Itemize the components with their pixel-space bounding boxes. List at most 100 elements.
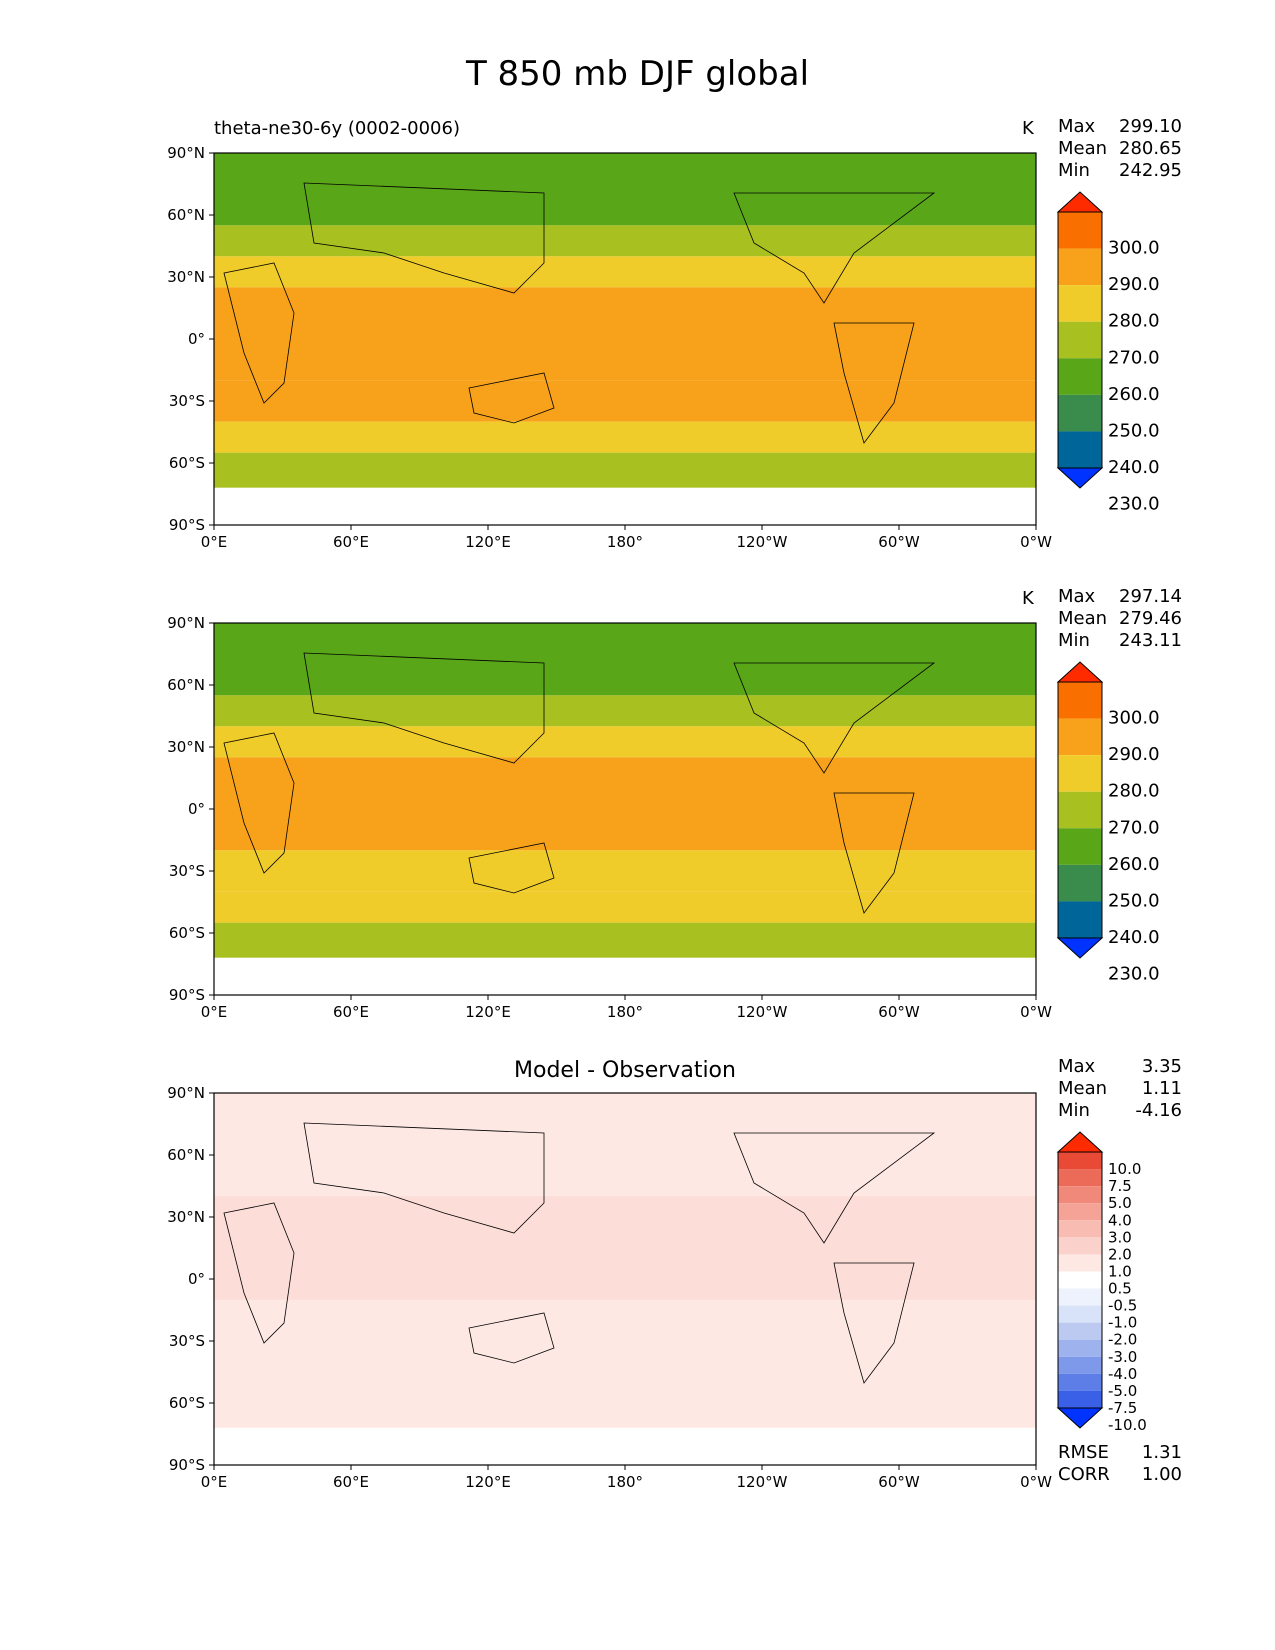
colorbar-label: -0.5 [1108, 1297, 1137, 1315]
stats-box: Max 299.10 Mean 280.65 Min 242.95 [1058, 116, 1182, 182]
panel-title-left: theta-ne30-6y (0002-0006) [214, 118, 460, 139]
y-tick-label: 30°S [169, 392, 205, 410]
colorbar-label: 260.0 [1108, 854, 1160, 875]
temperature-band [214, 850, 1036, 892]
continent-outline [833, 322, 915, 444]
stats-box: Max 3.35 Mean 1.11 Min -4.16 [1058, 1056, 1182, 1122]
colorbar-svg: 300.0 290.0 280.0 270.0 260.0 250.0 240.0 230.0 [1056, 661, 1160, 985]
colorbar: 300.0 290.0 280.0 270.0 260.0 250.0 240.0 230.0 [1056, 190, 1178, 515]
colorbar-frame [1057, 681, 1103, 939]
temperature-band [214, 623, 1036, 654]
stat-max: 297.14 [1119, 586, 1182, 607]
temperature-band [214, 922, 1036, 958]
colorbar-segment [1058, 285, 1102, 322]
colorbar-segment [1058, 394, 1102, 432]
y-tick-label: 60°N [167, 676, 205, 694]
colorbar-label: 1.0 [1108, 1262, 1132, 1280]
temperature-band [214, 380, 1036, 422]
colorbar-svg: 300.0 290.0 280.0 270.0 260.0 250.0 240.0 230.0 [1056, 191, 1160, 515]
temperature-band [214, 184, 1036, 226]
temperature-band [214, 256, 1036, 288]
colorbar-segment [1058, 755, 1102, 792]
temperature-band [214, 287, 1036, 381]
y-tick-label: 0° [188, 800, 205, 818]
continent-outline [833, 1262, 915, 1384]
continent-outline [303, 652, 545, 764]
colorbar-label: 280.0 [1108, 781, 1160, 802]
colorbar-label: 300.0 [1108, 238, 1160, 259]
figure-title: T 850 mb DJF global [465, 54, 810, 94]
stat-max-label: Max [1058, 1056, 1096, 1077]
stat-mean-label: Mean [1058, 608, 1108, 629]
colorbar-segment [1058, 1322, 1102, 1340]
colorbar-label: 260.0 [1108, 384, 1160, 405]
stat-max-label: Max [1058, 586, 1096, 607]
map-plot: 90°N 60°N 30°N 0° 30°S 60°S 90°S 0°E 60°E 120°E 18… [167, 144, 1052, 551]
colorbar-segment [1058, 718, 1102, 756]
continent-outline [468, 1312, 555, 1364]
colorbar-segment [1058, 1373, 1102, 1391]
rmse-value: 1.31 [1141, 1442, 1182, 1463]
colorbar-segment [1058, 358, 1102, 395]
colorbar-segment [1058, 212, 1102, 249]
temperature-band [214, 891, 1036, 923]
panel-observation: K Max 297.14 Mean 279.46 Min 243.11 90°N 60°… [0, 470, 1275, 1021]
colorbar-segment [1058, 1339, 1102, 1357]
x-tick-label: 60°W [878, 533, 920, 551]
y-tick-label: 30°S [169, 1332, 205, 1350]
x-tick-label: 60°W [878, 1003, 920, 1021]
x-tick-label: 120°E [465, 533, 511, 551]
colorbar-label: 250.0 [1108, 890, 1160, 911]
colorbar-segment [1058, 248, 1102, 286]
stat-mean-label: Mean [1058, 138, 1108, 159]
x-tick-label: 120°W [737, 1003, 788, 1021]
antarctica-mask [214, 487, 1036, 525]
temperature-band [214, 726, 1036, 758]
colorbar-segment [1058, 1288, 1102, 1306]
colorbar-extend-top [1056, 191, 1104, 213]
corr-value: 1.00 [1141, 1464, 1182, 1485]
x-tick-label: 0°E [201, 1003, 228, 1021]
map-plot: 90°N 60°N 30°N 0° 30°S 60°S 90°S 0°E 60°E 120°E 18… [167, 614, 1052, 1021]
colorbar-segment [1058, 1305, 1102, 1323]
temperature-band [214, 153, 1036, 184]
colorbar-segment [1058, 1356, 1102, 1374]
y-tick-label: 60°N [167, 1146, 205, 1164]
y-tick-label: 60°S [169, 924, 205, 942]
rmse-label: RMSE [1058, 1442, 1109, 1463]
continent-outline [303, 1122, 545, 1234]
stat-max: 3.35 [1141, 1056, 1182, 1077]
colorbar-segment [1058, 1390, 1102, 1408]
y-tick-label: 0° [188, 330, 205, 348]
colorbar-segment [1058, 1254, 1102, 1272]
difference-field [214, 1196, 1036, 1300]
colorbar-label: -1.0 [1108, 1314, 1137, 1332]
colorbar-segment [1058, 1152, 1102, 1170]
continent-outline [468, 842, 555, 894]
y-tick-label: 30°S [169, 862, 205, 880]
colorbar-label: 2.0 [1108, 1245, 1132, 1263]
colorbar-label: -10.0 [1108, 1416, 1147, 1434]
colorbar-segment [1058, 1186, 1102, 1204]
units-label: K [1022, 118, 1034, 139]
stat-min-label: Min [1058, 160, 1090, 181]
colorbar-segment [1058, 1203, 1102, 1221]
y-tick-label: 30°N [167, 268, 205, 286]
colorbar-label: -3.0 [1108, 1348, 1137, 1366]
stat-min: -4.16 [1135, 1100, 1182, 1121]
x-tick-label: 180° [607, 533, 643, 551]
colorbar-segment [1058, 1237, 1102, 1255]
x-tick-label: 180° [607, 1003, 643, 1021]
stat-max-label: Max [1058, 116, 1096, 137]
stat-min: 242.95 [1119, 160, 1182, 181]
colorbar-label: 4.0 [1108, 1211, 1132, 1229]
y-tick-label: 60°N [167, 206, 205, 224]
stat-mean: 1.11 [1141, 1078, 1182, 1099]
units-label: K [1022, 588, 1034, 609]
y-tick-label: 90°N [167, 1084, 205, 1102]
colorbar-label: 230.0 [1108, 964, 1160, 985]
stat-mean-label: Mean [1058, 1078, 1108, 1099]
colorbar-label: 0.5 [1108, 1280, 1132, 1298]
colorbar-label: 290.0 [1108, 744, 1160, 765]
stat-min: 243.11 [1119, 630, 1182, 651]
